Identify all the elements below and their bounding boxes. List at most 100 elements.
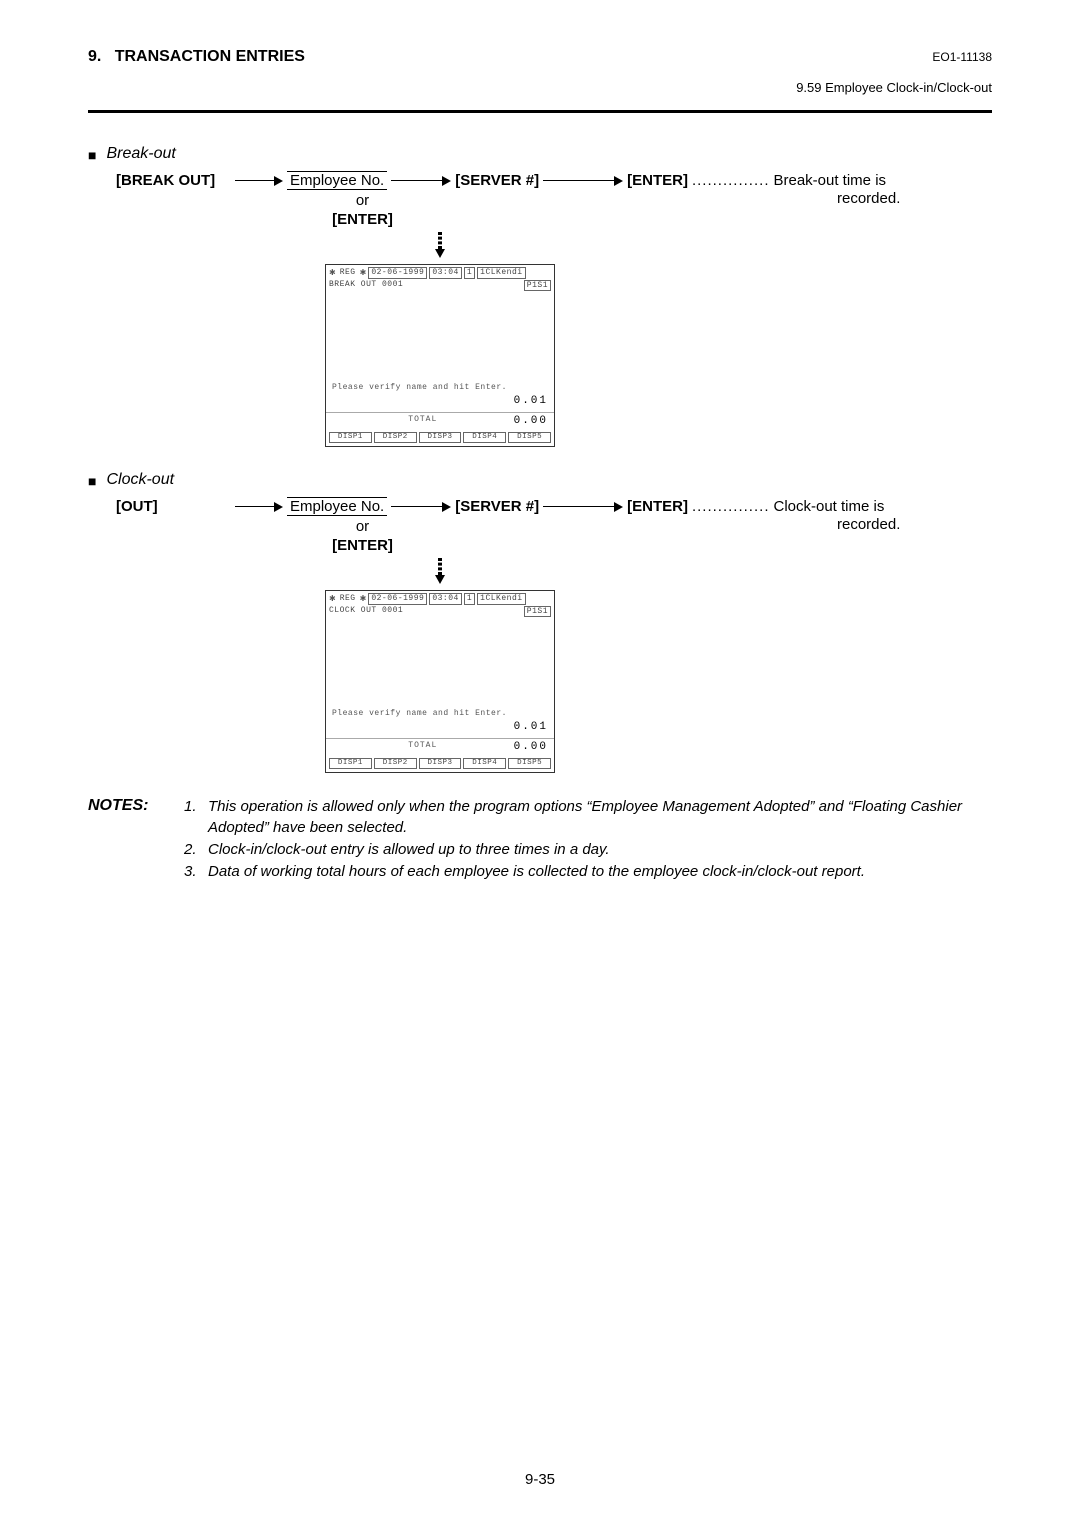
result-text-l2: recorded. [837, 190, 900, 207]
flow-row: [OUT] Employee No. [SERVER #] [ENTER] ..… [116, 497, 992, 516]
screen-mode: REG [338, 268, 358, 278]
screen-total-row: TOTAL 0.00 [326, 415, 554, 430]
screen-mode: REG [338, 594, 358, 604]
notes-block: NOTES: 1. This operation is allowed only… [88, 797, 992, 884]
screen-value: 0.01 [326, 719, 554, 736]
disp-row: DISP1 DISP2 DISP3 DISP4 DISP5 [326, 756, 554, 772]
screen-time: 03:04 [429, 593, 462, 605]
page-number: 9-35 [0, 1471, 1080, 1488]
screen-date: 02-06-1999 [368, 267, 427, 279]
disp-button: DISP3 [419, 432, 462, 443]
arrow-icon [543, 176, 623, 186]
screen-clerk: 1CLKendi [477, 267, 525, 279]
subsection-title: 9.59 Employee Clock-in/Clock-out [796, 80, 992, 95]
or-block: or [ENTER] [0, 518, 837, 554]
screen-ps: P1S1 [524, 606, 551, 618]
note-text: Clock-in/clock-out entry is allowed up t… [208, 840, 610, 860]
bullet-icon: ■ [88, 471, 96, 491]
note-text: Data of working total hours of each empl… [208, 862, 865, 882]
screen-total-row: TOTAL 0.00 [326, 741, 554, 756]
note-item: 3. Data of working total hours of each e… [184, 862, 992, 882]
star-icon: ✱ [329, 594, 336, 604]
disp-button: DISP4 [463, 432, 506, 443]
section-heading: 9. TRANSACTION ENTRIES [88, 48, 305, 65]
screen-date: 02-06-1999 [368, 593, 427, 605]
screen-message: Please verify name and hit Enter. [326, 383, 554, 393]
section-title-text: Clock-out [106, 471, 174, 489]
disp-button: DISP4 [463, 758, 506, 769]
disp-button: DISP5 [508, 432, 551, 443]
total-label: TOTAL [332, 415, 514, 428]
note-number: 2. [184, 840, 208, 860]
key-out: [OUT] [116, 498, 231, 515]
disp-button: DISP5 [508, 758, 551, 769]
disp-button: DISP2 [374, 432, 417, 443]
header-rule [88, 110, 992, 113]
or-text: or [356, 192, 369, 209]
section-title-text: Break-out [106, 145, 175, 163]
total-value: 0.00 [514, 415, 548, 428]
note-item: 1. This operation is allowed only when t… [184, 797, 992, 838]
page-header: 9. TRANSACTION ENTRIES EO1-11138 9.59 Em… [88, 48, 992, 66]
arrow-icon [235, 502, 283, 512]
bullet-icon: ■ [88, 145, 96, 165]
screen-message: Please verify name and hit Enter. [326, 709, 554, 719]
disp-button: DISP3 [419, 758, 462, 769]
input-employee-no: Employee No. [287, 497, 387, 516]
arrow-icon [391, 176, 451, 186]
screen-mock: ✱ REG ✱ 02-06-1999 03:04 1 1CLKendi BREA… [325, 264, 555, 447]
key-server-num: [SERVER #] [455, 172, 539, 189]
key-break-out: [BREAK OUT] [116, 172, 231, 189]
screen-line2: CLOCK OUT 0001 P1S1 [326, 606, 554, 620]
key-enter-alt: [ENTER] [0, 537, 837, 554]
screen-action: BREAK OUT 0001 [329, 280, 403, 292]
section-title: TRANSACTION ENTRIES [115, 48, 305, 65]
star-icon: ✱ [360, 594, 367, 604]
section-number: 9. [88, 48, 101, 65]
star-icon: ✱ [360, 268, 367, 278]
screen-status-bar: ✱ REG ✱ 02-06-1999 03:04 1 1CLKendi [326, 265, 554, 280]
arrow-down-icon [0, 232, 992, 258]
flow-row: [BREAK OUT] Employee No. [SERVER #] [ENT… [116, 171, 992, 190]
notes-list: 1. This operation is allowed only when t… [184, 797, 992, 884]
dots: ............... [692, 172, 770, 189]
arrow-down-icon [0, 558, 992, 584]
star-icon: ✱ [329, 268, 336, 278]
screen-value: 0.01 [326, 393, 554, 410]
input-employee-no: Employee No. [287, 171, 387, 190]
note-item: 2. Clock-in/clock-out entry is allowed u… [184, 840, 992, 860]
key-enter-alt: [ENTER] [0, 211, 837, 228]
result-text-l2: recorded. [837, 516, 900, 533]
screen-line2: BREAK OUT 0001 P1S1 [326, 280, 554, 294]
screen-time: 03:04 [429, 267, 462, 279]
doc-code: EO1-11138 [932, 50, 992, 64]
disp-row: DISP1 DISP2 DISP3 DISP4 DISP5 [326, 430, 554, 446]
screen-mock: ✱ REG ✱ 02-06-1999 03:04 1 1CLKendi CLOC… [325, 590, 555, 773]
notes-label: NOTES: [88, 797, 184, 884]
total-label: TOTAL [332, 741, 514, 754]
disp-button: DISP1 [329, 758, 372, 769]
screen-status-bar: ✱ REG ✱ 02-06-1999 03:04 1 1CLKendi [326, 591, 554, 606]
screen-ps: P1S1 [524, 280, 551, 292]
section-clock-out: ■ Clock-out [OUT] Employee No. [SERVER #… [88, 471, 992, 773]
note-number: 1. [184, 797, 208, 838]
note-text: This operation is allowed only when the … [208, 797, 992, 838]
key-enter: [ENTER] [627, 498, 688, 515]
section-break-out: ■ Break-out [BREAK OUT] Employee No. [SE… [88, 145, 992, 447]
dots: ............... [692, 498, 770, 515]
arrow-icon [235, 176, 283, 186]
disp-button: DISP1 [329, 432, 372, 443]
arrow-icon [391, 502, 451, 512]
total-value: 0.00 [514, 741, 548, 754]
key-server-num: [SERVER #] [455, 498, 539, 515]
disp-button: DISP2 [374, 758, 417, 769]
note-number: 3. [184, 862, 208, 882]
arrow-icon [543, 502, 623, 512]
result-text-l1: Break-out time is [773, 172, 886, 189]
screen-n: 1 [464, 593, 475, 605]
or-text: or [356, 518, 369, 535]
screen-clerk: 1CLKendi [477, 593, 525, 605]
key-enter: [ENTER] [627, 172, 688, 189]
screen-action: CLOCK OUT 0001 [329, 606, 403, 618]
screen-n: 1 [464, 267, 475, 279]
